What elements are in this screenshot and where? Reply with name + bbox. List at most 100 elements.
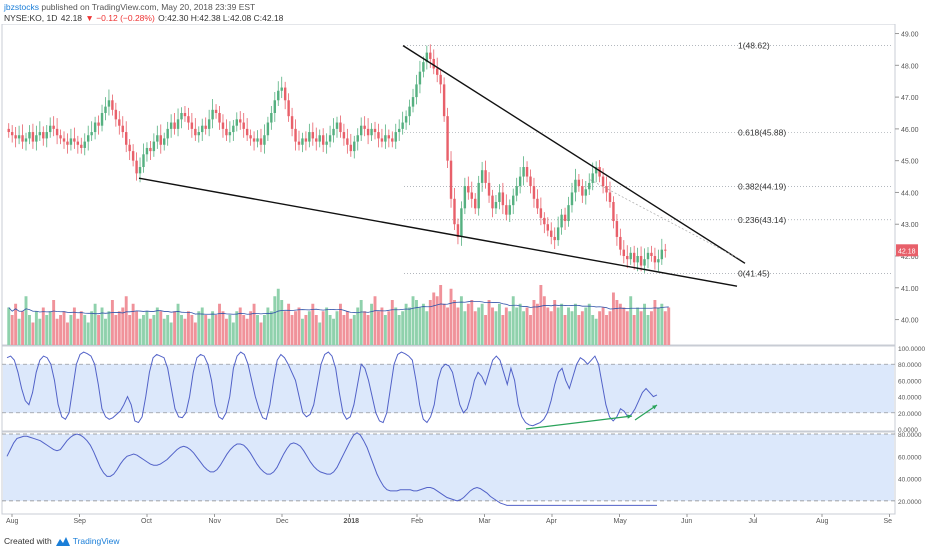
volume-bar (332, 318, 335, 345)
volume-bar (190, 315, 194, 345)
candle-body (76, 141, 80, 145)
candle-body (380, 138, 384, 142)
tradingview-logo[interactable]: TradingView (55, 534, 120, 548)
candle-body (567, 205, 570, 222)
symbol-label: NYSE:KO, 1D (4, 13, 58, 23)
candle-body (363, 125, 366, 129)
price-change: ▼ −0.12 (−0.28%) (85, 13, 155, 23)
candle-body (532, 186, 536, 199)
candle-body (38, 132, 42, 136)
volume-bar (328, 315, 332, 345)
candle-body (370, 128, 373, 136)
stoch-band (3, 364, 894, 413)
candle-body (318, 135, 321, 142)
volume-bar (307, 311, 311, 345)
candle-body (180, 112, 183, 120)
volume-bar (117, 311, 121, 345)
candle-body (10, 132, 14, 136)
candle-body (28, 132, 31, 139)
volume-bar (262, 315, 266, 345)
time-tick-label: Jun (681, 518, 692, 525)
volume-bar (38, 318, 42, 345)
candle-body (152, 141, 156, 152)
volume-ma-line (8, 300, 669, 315)
candle-body (169, 122, 173, 129)
volume-bar (508, 311, 512, 345)
volume-bar (211, 311, 215, 345)
candle-body (605, 186, 608, 193)
volume-bar (221, 311, 225, 345)
volume-bar (390, 300, 394, 345)
volume-bar (494, 311, 498, 345)
volume-bar (660, 303, 664, 345)
footer: Created with TradingView (4, 534, 120, 548)
volume-bar (14, 303, 18, 345)
stoch-tick-label: 80.0000 (898, 362, 922, 369)
price-tick-label: 44.00 (901, 190, 919, 197)
candle-body (201, 125, 204, 133)
candle-body (283, 87, 287, 101)
volume-bar (155, 307, 159, 345)
volume-bar (90, 311, 94, 345)
candle-body (232, 125, 235, 133)
volume-bar (159, 311, 163, 345)
candle-body (80, 144, 83, 148)
price-pane (1, 24, 896, 346)
fib-label: 0.618(45.88) (738, 128, 786, 138)
price-chart[interactable]: 49.00 48.00 47.00 46.00 45.00 44.00 43.00 42.00… (0, 24, 932, 530)
volume-bar (366, 315, 370, 345)
volume-bar (200, 307, 204, 345)
volume-bar (339, 303, 342, 345)
candle-body (463, 186, 467, 209)
upper-trendline (402, 45, 746, 264)
volume-bar (345, 311, 349, 345)
candle-body (183, 112, 187, 117)
volume-bar (539, 285, 543, 345)
volume-bar (180, 315, 183, 345)
volume-bar (456, 307, 460, 345)
last-price-tag-label: 42.18 (898, 248, 916, 255)
price-tick-label: 41.00 (901, 286, 919, 293)
volume-bar (470, 300, 474, 345)
candle-body (574, 179, 577, 193)
volume-bar (314, 315, 318, 345)
candle-body (59, 135, 62, 139)
volume-bar (93, 303, 97, 345)
volume-bar (373, 296, 377, 345)
candle-body (650, 252, 653, 257)
candle-body (598, 167, 601, 177)
candle-body (505, 205, 508, 215)
volume-bar (584, 307, 588, 345)
volume-bar (529, 315, 532, 345)
volume-bar (421, 303, 425, 345)
volume-bar (224, 318, 228, 345)
candle-body (239, 119, 242, 123)
volume-bar (135, 311, 139, 345)
candle-body (187, 116, 190, 123)
volume-bar (148, 318, 152, 345)
volume-bar (611, 292, 615, 345)
candle-body (90, 132, 93, 136)
candle-body (24, 138, 28, 142)
volume-bar (69, 315, 73, 345)
volume-bar (491, 307, 494, 345)
volume-bar (518, 303, 522, 345)
volume-bar (567, 307, 570, 345)
volume-bar (643, 303, 646, 345)
author-link[interactable]: jbzstocks (4, 2, 39, 12)
volume-bar (432, 292, 436, 345)
candle-body (304, 138, 308, 142)
volume-bar (183, 318, 187, 345)
volume-bar (142, 315, 145, 345)
candle-body (328, 135, 332, 142)
volume-bar (463, 311, 467, 345)
stoch-tick-label: 60.0000 (898, 378, 922, 385)
volume-bar (269, 311, 273, 345)
candle-body (501, 192, 505, 206)
volume-bar (321, 311, 325, 345)
candle-body (556, 227, 560, 241)
price-tick-label: 48.00 (901, 63, 919, 70)
volume-bar (415, 300, 418, 345)
candle-body (543, 217, 546, 225)
candle-body (111, 100, 114, 110)
